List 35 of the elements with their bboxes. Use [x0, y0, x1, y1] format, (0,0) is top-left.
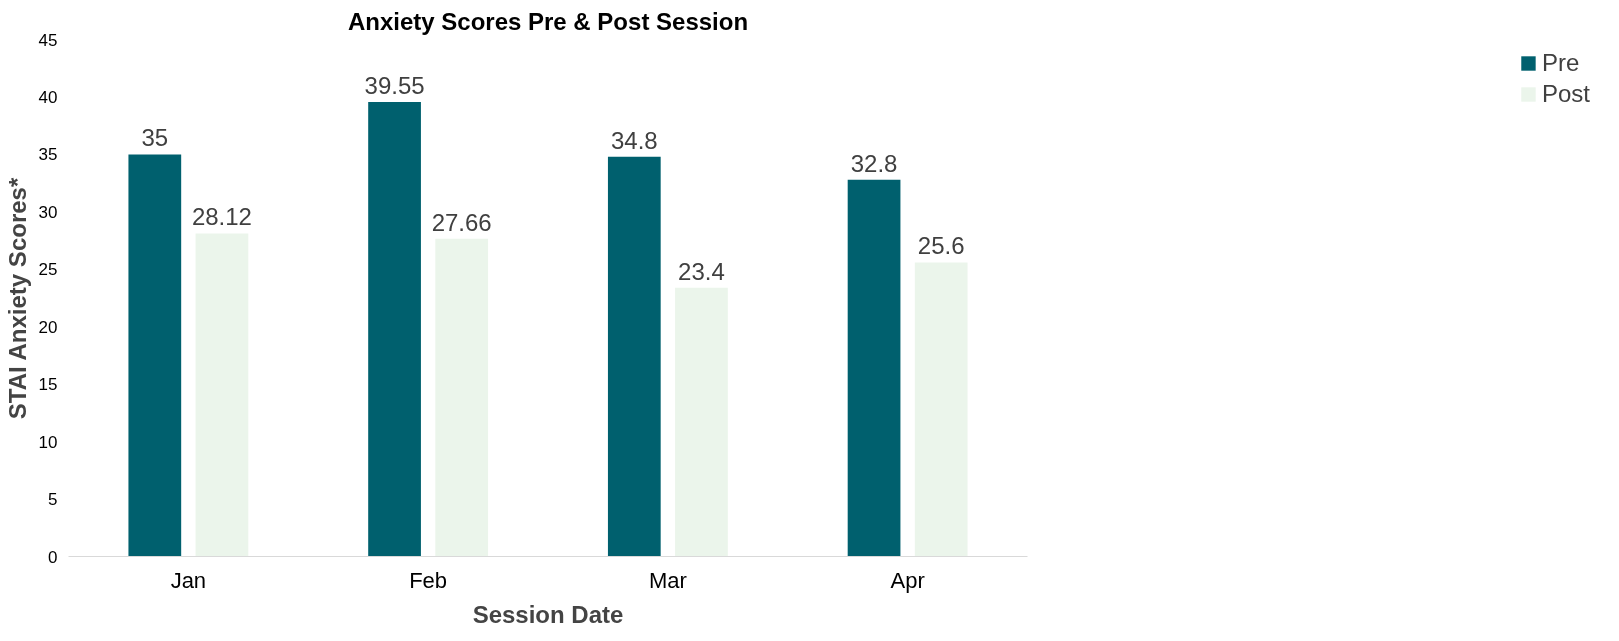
bar — [675, 287, 728, 557]
x-tick-label: Jan — [170, 567, 207, 593]
legend-label: Post — [1541, 80, 1590, 108]
bar — [847, 179, 901, 557]
chart-title: Anxiety Scores Pre & Post Session — [347, 7, 749, 35]
y-tick-label: 15 — [38, 375, 58, 395]
x-tick-label: Feb — [409, 567, 448, 593]
data-label: 34.8 — [610, 126, 658, 154]
x-axis-title: Session Date — [472, 600, 624, 628]
data-label: 23.4 — [678, 257, 725, 285]
x-tick-label: Apr — [890, 567, 925, 593]
bar — [368, 102, 421, 557]
data-label: 25.6 — [917, 232, 965, 260]
y-tick-label: 45 — [38, 30, 58, 50]
data-label: 32.8 — [850, 149, 898, 177]
data-label: 39.55 — [364, 72, 425, 100]
data-label: 27.66 — [431, 208, 492, 236]
legend-label: Pre — [1541, 49, 1580, 77]
bar — [195, 233, 249, 557]
data-label: 28.12 — [191, 203, 252, 231]
y-tick-label: 0 — [48, 547, 58, 567]
y-tick-label: 35 — [38, 145, 58, 165]
bar — [435, 238, 489, 557]
y-axis-title: STAI Anxiety Scores* — [3, 177, 31, 420]
bar — [607, 156, 661, 557]
y-tick-label: 40 — [38, 87, 58, 107]
y-tick-label: 30 — [38, 202, 58, 222]
y-tick-label: 5 — [48, 490, 58, 510]
y-tick-label: 10 — [38, 432, 58, 452]
x-tick-label: Mar — [648, 567, 687, 593]
bar — [914, 262, 968, 557]
y-tick-label: 20 — [38, 317, 58, 337]
y-tick-label: 25 — [38, 260, 58, 280]
data-label: 35 — [141, 124, 169, 152]
bar — [128, 154, 182, 557]
